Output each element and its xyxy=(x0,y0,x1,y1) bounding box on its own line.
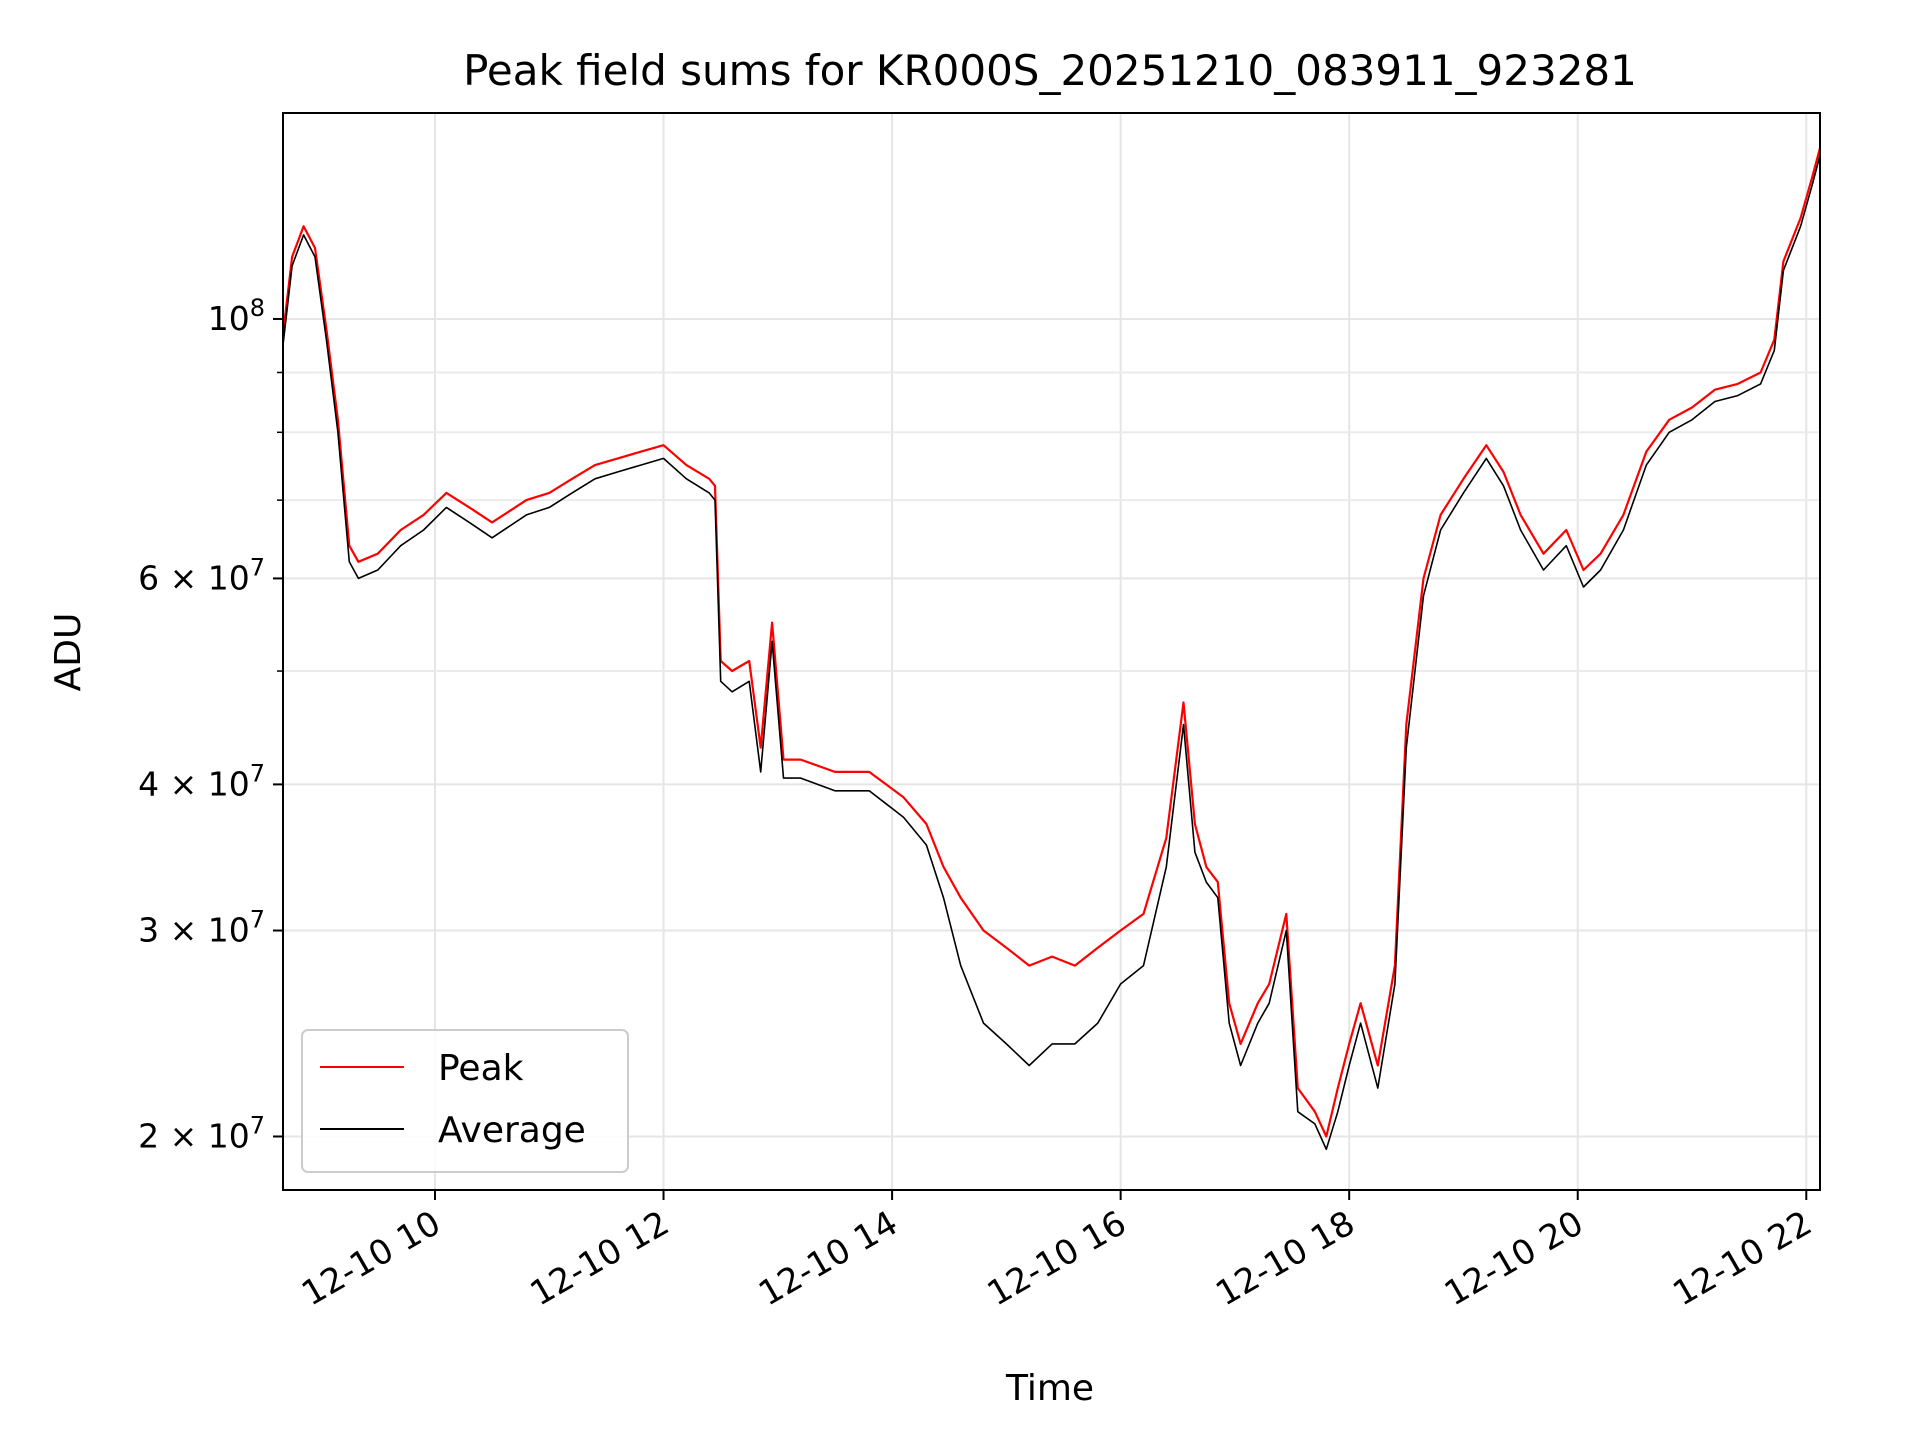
series-line-average xyxy=(282,155,1821,1151)
legend-box xyxy=(301,1029,629,1173)
grid-lines xyxy=(283,113,1820,1190)
y-axis-label: ADU xyxy=(48,613,89,692)
y-axis-ticks: 2 × 107 3 × 107 4 × 107 6 × 107 108 xyxy=(138,294,283,1155)
y-tick-label: 4 × 107 xyxy=(138,759,265,803)
plot-frame xyxy=(282,112,1821,1191)
series-line-peak xyxy=(281,147,1822,1138)
legend-peak-label: Peak xyxy=(438,1048,524,1089)
y-tick-label: 108 xyxy=(208,294,265,338)
x-axis-label: Time xyxy=(1005,1368,1094,1409)
series-lines xyxy=(281,147,1822,1151)
y-tick-label: 3 × 107 xyxy=(138,906,265,950)
legend-average-label: Average xyxy=(438,1110,586,1151)
y-tick-label: 6 × 107 xyxy=(138,553,265,597)
chart-title: Peak field sums for KR000S_20251210_0839… xyxy=(463,46,1637,95)
legend: Peak Average xyxy=(301,1029,629,1173)
y-tick-label: 2 × 107 xyxy=(138,1111,265,1155)
